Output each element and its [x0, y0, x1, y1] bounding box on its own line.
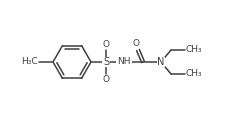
- Text: O: O: [102, 40, 110, 49]
- Text: O: O: [102, 75, 110, 84]
- Text: S: S: [103, 57, 109, 67]
- Text: NH: NH: [117, 58, 131, 67]
- Text: N: N: [157, 57, 165, 67]
- Text: CH₃: CH₃: [186, 69, 203, 78]
- Text: O: O: [132, 39, 140, 48]
- Text: CH₃: CH₃: [186, 45, 203, 54]
- Text: H₃C: H₃C: [21, 58, 38, 67]
